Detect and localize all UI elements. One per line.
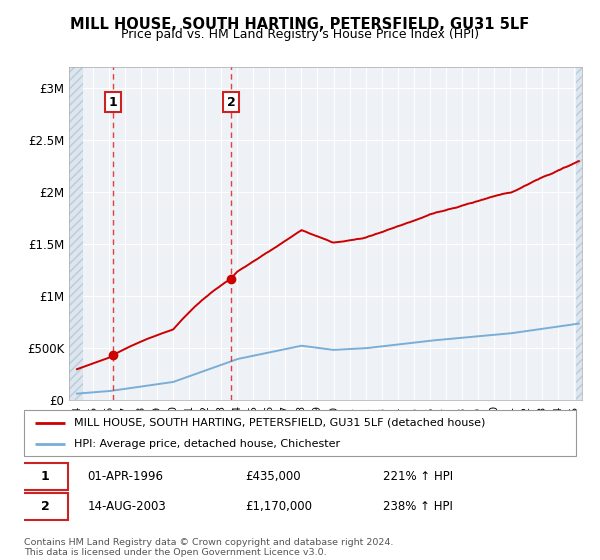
Bar xyxy=(575,67,582,400)
Bar xyxy=(69,67,83,400)
Text: 221% ↑ HPI: 221% ↑ HPI xyxy=(383,470,453,483)
Text: MILL HOUSE, SOUTH HARTING, PETERSFIELD, GU31 5LF: MILL HOUSE, SOUTH HARTING, PETERSFIELD, … xyxy=(70,17,530,32)
Text: HPI: Average price, detached house, Chichester: HPI: Average price, detached house, Chic… xyxy=(74,439,340,449)
Text: Contains HM Land Registry data © Crown copyright and database right 2024.
This d: Contains HM Land Registry data © Crown c… xyxy=(24,538,394,557)
Text: 14-AUG-2003: 14-AUG-2003 xyxy=(88,500,166,513)
Text: 1: 1 xyxy=(109,96,118,109)
FancyBboxPatch shape xyxy=(21,463,68,490)
FancyBboxPatch shape xyxy=(21,493,68,520)
Text: £1,170,000: £1,170,000 xyxy=(245,500,312,513)
Text: 01-APR-1996: 01-APR-1996 xyxy=(88,470,163,483)
Text: £435,000: £435,000 xyxy=(245,470,301,483)
Text: 1: 1 xyxy=(41,470,49,483)
Text: MILL HOUSE, SOUTH HARTING, PETERSFIELD, GU31 5LF (detached house): MILL HOUSE, SOUTH HARTING, PETERSFIELD, … xyxy=(74,418,485,428)
Text: 2: 2 xyxy=(227,96,236,109)
Text: 2: 2 xyxy=(41,500,49,513)
Text: 238% ↑ HPI: 238% ↑ HPI xyxy=(383,500,452,513)
Text: Price paid vs. HM Land Registry's House Price Index (HPI): Price paid vs. HM Land Registry's House … xyxy=(121,28,479,41)
FancyBboxPatch shape xyxy=(24,410,576,456)
